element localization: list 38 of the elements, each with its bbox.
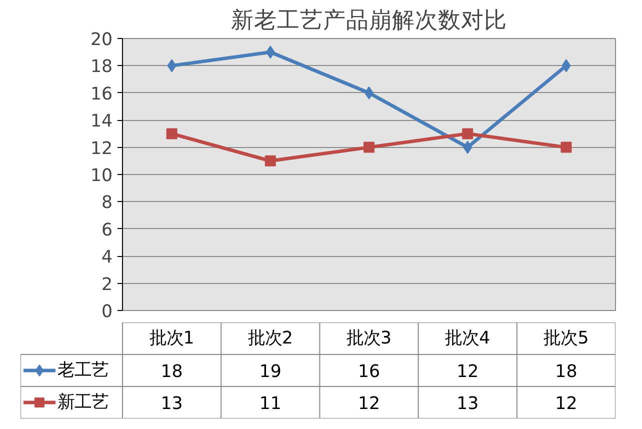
y-tick-label: 18 <box>90 57 113 78</box>
y-tick-label: 8 <box>101 193 113 214</box>
data-label: 13 <box>456 394 479 414</box>
point <box>463 140 472 154</box>
legend-label: 老工艺 <box>57 360 108 380</box>
data-label: 19 <box>259 362 282 382</box>
y-tick-label: 16 <box>90 84 113 104</box>
data-label: 16 <box>358 362 380 382</box>
x-tick-label: 批次4 <box>445 328 490 348</box>
data-label: 12 <box>555 394 578 414</box>
x-tick-label: 批次3 <box>346 328 392 348</box>
point <box>266 46 275 59</box>
y-tick-label: 14 <box>90 112 113 132</box>
y-tick-label: 2 <box>101 274 113 295</box>
point <box>264 155 276 166</box>
y-tick-label: 0 <box>101 302 113 322</box>
y-tick-label: 20 <box>90 30 113 50</box>
x-tick-label: 批次2 <box>248 328 293 348</box>
point <box>167 59 176 72</box>
point <box>462 128 474 140</box>
data-label: 12 <box>358 394 380 414</box>
y-tick-label: 4 <box>101 248 113 268</box>
data-label: 11 <box>259 394 282 414</box>
point <box>364 142 374 153</box>
point <box>560 142 572 153</box>
x-tick-label: 批次5 <box>544 328 589 348</box>
y-tick-label: 10 <box>90 166 113 186</box>
x-tick-label: 批次1 <box>149 328 194 348</box>
data-label: 12 <box>456 362 479 382</box>
data-label: 18 <box>160 362 183 382</box>
legend-label: 新工艺 <box>57 392 108 412</box>
data-label: 18 <box>555 362 578 382</box>
point <box>166 128 178 140</box>
point <box>562 59 571 72</box>
data-label: 13 <box>160 394 183 414</box>
y-tick-label: 6 <box>101 220 113 240</box>
chart-title: 新老工艺产品崩解次数对比 <box>231 8 507 34</box>
y-tick-label: 12 <box>90 138 113 159</box>
